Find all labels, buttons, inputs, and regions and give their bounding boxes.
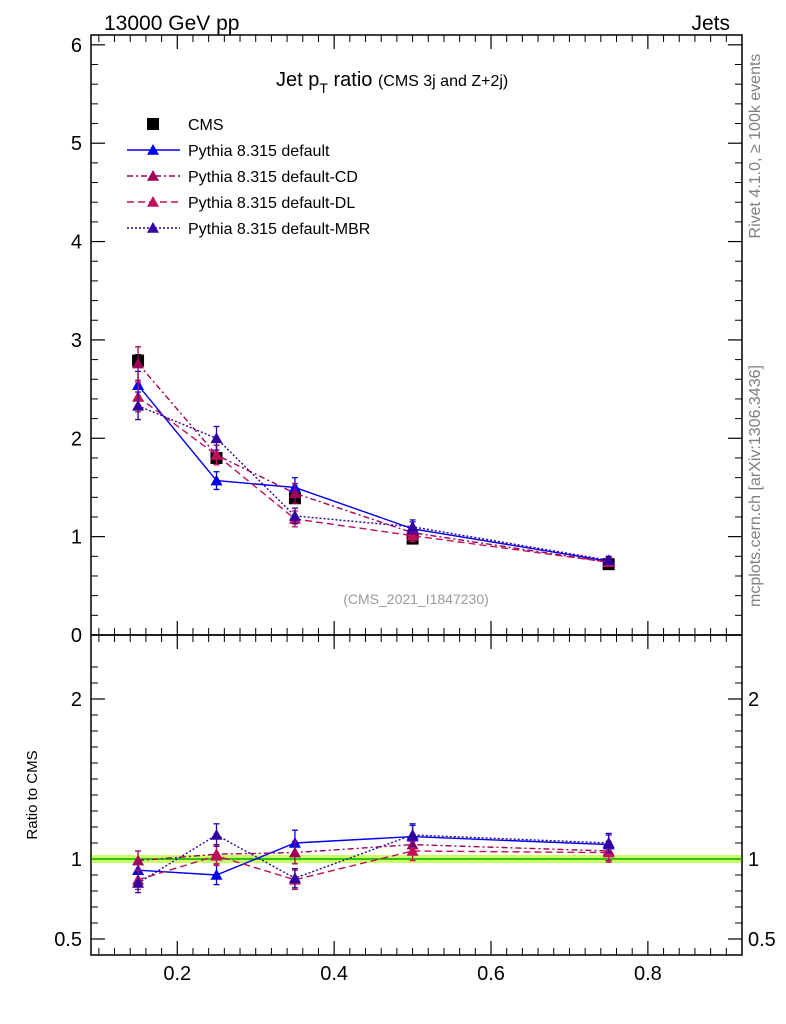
plot-title-rest: ratio xyxy=(328,69,378,91)
main-y-tick-label: 2 xyxy=(71,428,82,450)
main-y-tick-label: 3 xyxy=(71,330,82,352)
legend-marker-cd xyxy=(147,170,159,181)
rivet-version-note: Rivet 4.1.0, ≥ 100k events xyxy=(747,54,764,239)
ratio-series-dl xyxy=(132,840,615,891)
main-y-tick-label: 0 xyxy=(71,625,82,647)
data-point-cd xyxy=(288,487,301,499)
ratio-series xyxy=(132,823,615,894)
series-default xyxy=(132,370,615,567)
plot-title-main: Jet p xyxy=(276,69,319,91)
plot-title: Jet pT ratio (CMS 3j and Z+2j) xyxy=(276,69,508,96)
x-tick-label: 0.4 xyxy=(320,963,348,985)
x-tick-label: 0.6 xyxy=(477,963,505,985)
x-tick-label: 0.2 xyxy=(163,963,191,985)
header-right: Jets xyxy=(691,12,730,35)
ratio-point-default xyxy=(210,869,223,880)
ratio-point-cd xyxy=(132,854,145,866)
legend-marker-data xyxy=(147,118,159,130)
main-y-tick-label: 5 xyxy=(71,133,82,155)
plot-title-subscript: T xyxy=(319,80,328,96)
ratio-point-dl xyxy=(210,849,223,861)
series-line-mbr xyxy=(137,405,609,561)
ratio-point-dl xyxy=(406,845,419,856)
ratio-y-tick-label: 2 xyxy=(71,689,82,711)
legend-label-default: Pythia 8.315 default xyxy=(188,143,330,160)
ratio-y-tick-label-right: 1 xyxy=(748,849,759,871)
main-series xyxy=(132,346,615,571)
series-dl xyxy=(132,381,615,568)
ratio-point-mbr xyxy=(132,877,145,888)
data-point-mbr xyxy=(132,399,145,411)
ratio-y-tick-label: 0.5 xyxy=(54,929,82,951)
ratio-point-mbr xyxy=(406,829,419,840)
data-point-mbr xyxy=(210,432,223,444)
main-y-tick-label: 1 xyxy=(71,527,82,549)
ratio-y-tick-label-right: 0.5 xyxy=(748,929,776,951)
legend-label-data: CMS xyxy=(188,117,224,134)
ratio-point-mbr xyxy=(210,829,223,840)
x-tick-label: 0.8 xyxy=(634,963,662,985)
ratio-band xyxy=(91,855,742,863)
ratio-y-tick-label: 1 xyxy=(71,849,82,871)
legend-entry-dl: Pythia 8.315 default-DL xyxy=(127,195,355,212)
legend-label-dl: Pythia 8.315 default-DL xyxy=(188,195,355,212)
ratio-y-tick-label-right: 2 xyxy=(748,689,759,711)
mcplots-note: mcplots.cern.ch [arXiv:1306.3436] xyxy=(747,365,764,607)
legend-label-mbr: Pythia 8.315 default-MBR xyxy=(188,221,370,238)
series-line-cd xyxy=(137,363,609,563)
ratio-point-mbr xyxy=(602,837,615,848)
legend-entry-mbr: Pythia 8.315 default-MBR xyxy=(127,221,370,238)
legend: CMS Pythia 8.315 default Pythia 8.315 defa… xyxy=(127,117,370,238)
series-cd xyxy=(132,346,615,568)
legend-entry-cd: Pythia 8.315 default-CD xyxy=(127,169,358,186)
analysis-reference: (CMS_2021_I1847230) xyxy=(343,591,489,607)
ratio-point-mbr xyxy=(288,872,301,883)
data-point-mbr xyxy=(602,554,615,566)
main-y-tick-label: 4 xyxy=(71,232,82,254)
ratio-axis-label: Ratio to CMS xyxy=(24,750,41,839)
legend-label-cd: Pythia 8.315 default-CD xyxy=(188,169,358,186)
series-mbr xyxy=(132,391,615,566)
legend-entry-data: CMS xyxy=(147,117,224,134)
data-point-dl xyxy=(210,449,223,460)
series-line-dl xyxy=(137,396,609,563)
ratio-panel-frame xyxy=(90,634,743,956)
data-point-default xyxy=(210,474,223,486)
legend-marker-dl xyxy=(147,196,159,207)
header-left: 13000 GeV pp xyxy=(104,12,239,35)
legend-marker-mbr xyxy=(147,222,159,233)
data-point-mbr xyxy=(288,509,301,521)
ratio-series-mbr xyxy=(132,823,615,894)
plot-title-small: (CMS 3j and Z+2j) xyxy=(378,73,508,90)
data-point-cd xyxy=(132,357,145,369)
legend-entry-default: Pythia 8.315 default xyxy=(127,143,330,160)
series-line-default xyxy=(137,384,609,562)
axes-ticks: 0 1 2 3 4 5 6 0.2 0.4 0.6 0.8 0.5 0.5 1 1 2 2 xyxy=(54,35,776,985)
ratio-point-cd xyxy=(288,846,301,858)
data-point-mbr xyxy=(406,520,419,532)
data-point-dl xyxy=(406,529,419,541)
main-y-tick-label: 6 xyxy=(71,35,82,57)
series-data xyxy=(132,354,615,571)
legend-marker-default xyxy=(147,144,159,155)
